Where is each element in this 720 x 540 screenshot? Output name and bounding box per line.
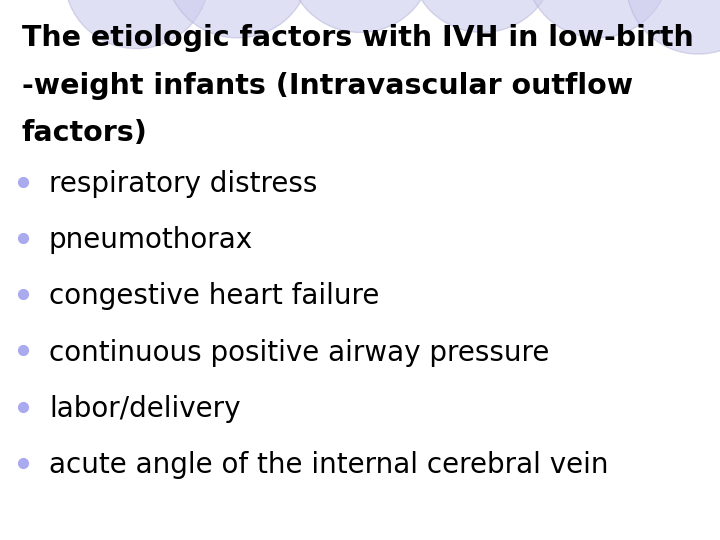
Text: -weight infants (Intravascular outflow: -weight infants (Intravascular outflow — [22, 72, 633, 100]
Point — [17, 290, 29, 299]
Point — [17, 178, 29, 186]
Ellipse shape — [526, 0, 670, 38]
Text: The etiologic factors with IVH in low-birth: The etiologic factors with IVH in low-bi… — [22, 24, 693, 52]
Point — [17, 458, 29, 467]
Ellipse shape — [65, 0, 209, 49]
Ellipse shape — [166, 0, 310, 38]
Ellipse shape — [288, 0, 432, 32]
Text: respiratory distress: respiratory distress — [49, 170, 318, 198]
Ellipse shape — [410, 0, 554, 32]
Point — [17, 402, 29, 411]
Text: factors): factors) — [22, 119, 148, 147]
Text: acute angle of the internal cerebral vein: acute angle of the internal cerebral vei… — [49, 451, 608, 479]
Text: pneumothorax: pneumothorax — [49, 226, 253, 254]
Point — [17, 346, 29, 355]
Point — [17, 234, 29, 242]
Text: labor/delivery: labor/delivery — [49, 395, 240, 423]
Text: congestive heart failure: congestive heart failure — [49, 282, 379, 310]
Text: continuous positive airway pressure: continuous positive airway pressure — [49, 339, 549, 367]
Ellipse shape — [626, 0, 720, 54]
